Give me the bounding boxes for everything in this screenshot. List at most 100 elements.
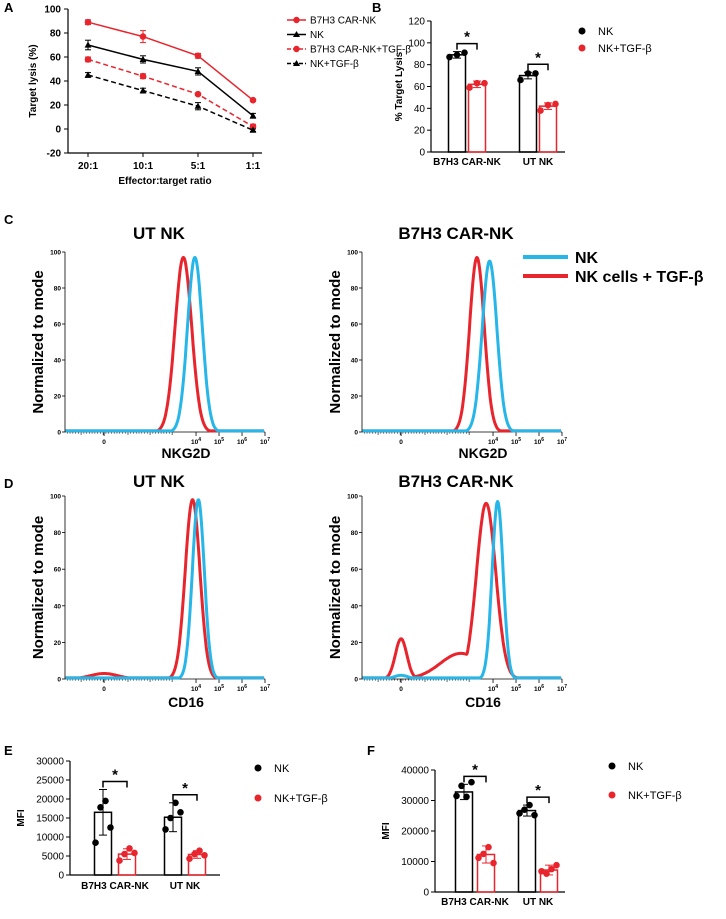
c-x-axis-title: NKG2D	[459, 445, 508, 461]
e-data-point	[191, 850, 198, 858]
f-category-label: UT NK	[523, 897, 554, 908]
b-legend-marker	[578, 27, 586, 35]
f-category-label: B7H3 CAR-NK	[441, 897, 510, 908]
e-y-tick-label: 10000	[36, 833, 64, 844]
f-data-point	[526, 801, 533, 809]
a-legend-marker	[293, 60, 300, 66]
c-x-tick-label: 105	[511, 437, 521, 446]
f-data-point	[531, 811, 538, 819]
b-data-point	[481, 79, 488, 87]
a-data-point	[84, 41, 92, 48]
f-data-point	[475, 854, 482, 862]
a-data-point	[194, 52, 202, 60]
b-data-point	[537, 107, 544, 114]
f-legend-label: NK	[628, 761, 644, 773]
e-data-point	[102, 797, 109, 805]
panel-f-bar-chart: 0 10000 20000 30000 40000 MFI B7H3 CAR-NK * UT N…	[381, 761, 682, 908]
d-y-tick-label: 100	[50, 494, 61, 501]
b-bar	[447, 54, 467, 153]
e-legend-marker	[254, 764, 262, 772]
b-data-point	[461, 49, 468, 56]
f-y-axis-title: MFI	[381, 822, 392, 839]
e-significance-star: *	[112, 767, 118, 784]
c-y-tick-label: 0	[57, 430, 61, 437]
panel-e-bar-chart: 0 5000 10000 15000 20000 25000 30000 MFI B7H3 CA…	[16, 757, 328, 893]
a-data-point	[139, 33, 147, 40]
d-y-tick-label: 0	[354, 677, 358, 684]
panel-letter-f: F	[367, 743, 375, 758]
f-data-point	[548, 865, 555, 873]
c-histogram-nk-curve	[64, 256, 265, 433]
c-x-tick-label: 107	[260, 437, 270, 446]
b-legend-marker	[578, 44, 586, 52]
a-x-tick-label: 10:1	[133, 161, 153, 172]
c-x-tick-label: 104	[191, 437, 201, 446]
c-y-tick-label: 80	[351, 286, 359, 293]
d-x-tick-label: 106	[237, 684, 247, 693]
a-y-axis-title: Target lysis (%)	[28, 44, 39, 117]
a-y-tick-label: -20	[47, 149, 62, 160]
a-legend-marker	[293, 45, 300, 53]
a-y-tick-label: 60	[50, 53, 62, 64]
f-significance-star: *	[535, 782, 541, 799]
a-y-tick-label: 40	[50, 77, 62, 88]
e-y-tick-label: 25000	[36, 776, 64, 787]
e-y-axis-title: MFI	[16, 809, 27, 826]
d-y-tick-label: 60	[351, 567, 359, 574]
panel-letter-c: C	[4, 212, 14, 227]
f-y-tick-label: 30000	[401, 796, 429, 807]
f-data-point	[453, 792, 460, 800]
b-data-point	[532, 70, 539, 77]
a-legend-label: NK	[310, 30, 324, 41]
d-x-tick-label: 106	[534, 684, 544, 693]
f-legend-label: NK+TGF-β	[628, 790, 682, 802]
panel-letter-b: B	[372, 0, 381, 15]
c-histogram-nk-curve	[361, 259, 562, 433]
b-data-point	[552, 100, 559, 108]
d-x-tick-label: 105	[511, 684, 521, 693]
d-y-axis-title: Normalized to mode	[327, 516, 344, 659]
a-y-tick-label: 0	[55, 125, 61, 136]
f-data-point	[490, 859, 497, 867]
f-significance-bracket	[463, 775, 487, 783]
f-y-tick-label: 10000	[401, 857, 429, 868]
b-y-tick-label: 120	[408, 17, 425, 28]
e-data-point	[196, 847, 203, 854]
e-significance-bracket	[102, 780, 128, 788]
c-histogram-tgf-curve	[361, 255, 562, 433]
a-data-point	[249, 112, 257, 119]
a-data-point	[194, 102, 202, 109]
f-data-point	[480, 850, 487, 858]
b-bar	[518, 74, 538, 153]
f-y-tick-label: 40000	[401, 766, 429, 777]
e-data-point	[126, 845, 133, 852]
f-data-point	[463, 793, 470, 801]
b-significance-bracket	[456, 42, 478, 50]
e-legend-label: NK	[274, 763, 290, 775]
d-x-tick-label: 104	[191, 684, 201, 693]
c-histogram-tgf-curve	[64, 255, 265, 433]
panel-letter-d: D	[4, 476, 13, 491]
e-data-point	[162, 826, 169, 833]
f-legend-marker	[608, 762, 616, 770]
e-significance-star: *	[182, 780, 188, 797]
b-significance-star: *	[535, 49, 541, 66]
d-y-tick-label: 20	[351, 640, 359, 647]
d-x-tick-label: 105	[214, 684, 224, 693]
b-legend-label: NK	[598, 26, 614, 38]
b-y-tick-label: 100	[408, 38, 425, 49]
e-data-point	[116, 857, 123, 864]
d-y-tick-label: 40	[54, 603, 62, 610]
c-x-tick-label: 106	[534, 437, 544, 446]
a-data-point	[139, 87, 147, 94]
b-y-tick-label: 60	[414, 82, 426, 93]
c-y-tick-label: 20	[54, 394, 62, 401]
d-y-tick-label: 100	[347, 494, 358, 501]
a-legend-label: B7H3 CAR-NK	[310, 16, 376, 27]
c-x-tick-label: 0	[102, 439, 106, 446]
a-x-tick-label: 1:1	[246, 161, 261, 172]
c-y-tick-label: 100	[347, 250, 358, 257]
b-significance-bracket	[527, 63, 549, 71]
c-x-tick-label: 105	[214, 437, 224, 446]
a-series-line	[87, 44, 254, 117]
